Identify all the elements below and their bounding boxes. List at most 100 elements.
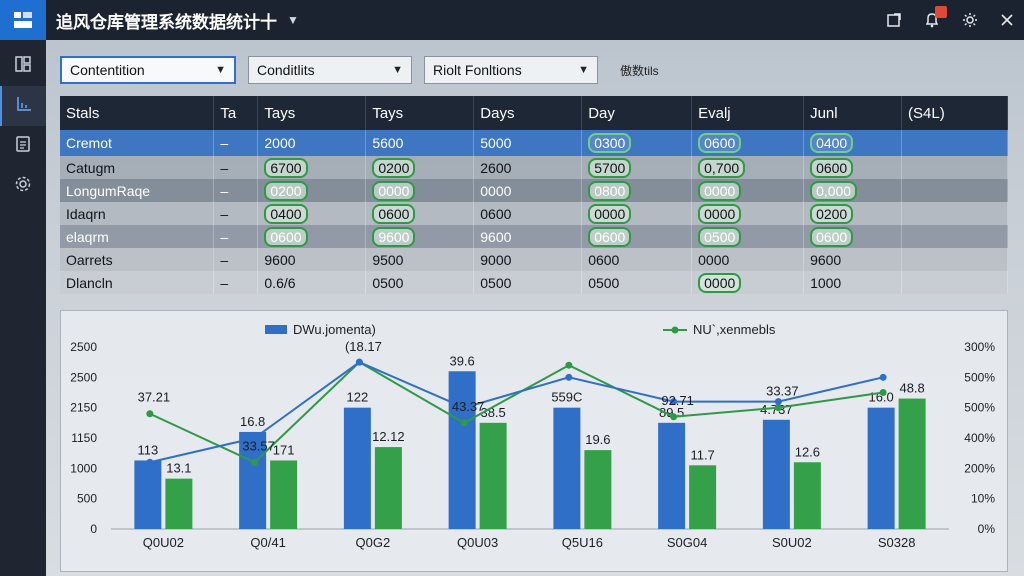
line-series-blue-point[interactable] [460,404,468,412]
table-cell: 0000 [691,179,805,202]
point-annotation: (18.17 [345,339,382,354]
settings-icon[interactable] [962,12,978,28]
legend-swatch-bar [265,325,287,334]
functions-dropdown[interactable]: Riolt Fonltions ▼ [424,56,598,84]
bar-blue[interactable] [343,407,371,529]
table-header[interactable]: Tays [257,96,367,130]
value-pill: 0500 [698,226,742,247]
main-content: Contentition ▼ Conditlits ▼ Riolt Fonlti… [46,40,1024,576]
toolbar-label: 傲数tils [620,63,659,78]
table-header[interactable]: Evalj [691,96,805,130]
sidebar-item-charts[interactable] [0,86,46,126]
line-series-blue-point[interactable] [670,398,678,406]
bar-blue[interactable] [553,407,581,529]
bar-blue[interactable] [762,419,790,529]
table-cell: 0000 [365,179,475,202]
table-row[interactable]: Dlancln –0.6/6 0500 0500 0500 0000 1000 [60,271,1008,294]
logo-icon[interactable] [0,0,46,40]
bar-value-label: 559C [551,390,582,405]
table-header[interactable]: Tays [365,96,475,130]
bar-value-label: 171 [273,442,295,457]
bar-green[interactable] [165,478,193,529]
table-cell [901,271,1008,294]
y-tick-label-left: 1150 [71,431,97,445]
chevron-down-icon[interactable]: ▼ [287,13,299,27]
sidebar-item-settings[interactable] [0,166,46,206]
table-row[interactable]: elaqrm –0600 9600 9600 0600 0500 0600 [60,225,1008,248]
table-header[interactable]: Junl [803,96,903,130]
y-tick-label-left: 2500 [70,340,97,354]
bar-blue[interactable] [867,407,895,529]
line-series-blue-point[interactable] [565,373,573,381]
legend-label-line: NU`,xenmebls [693,322,776,337]
table-cell: – [213,202,259,225]
table-cell: 0,000 [803,179,903,202]
bar-value-label: 48.8 [899,381,924,396]
table-cell: 0500 [691,225,805,248]
bar-green[interactable] [898,398,926,529]
line-series-blue-point[interactable] [774,398,782,406]
value-pill: 0400 [264,203,308,224]
line-series-blue-point[interactable] [146,458,154,466]
export-icon[interactable] [886,12,902,28]
sidebar-item-documents[interactable] [0,126,46,166]
chevron-down-icon: ▼ [392,64,403,76]
table-header[interactable]: (S4L) [901,96,1008,130]
table-row[interactable]: Cremot –2000 5600 5000 0300 0600 0400 [60,130,1008,156]
point-annotation: 33.37 [766,384,799,399]
table-cell: 0800 [581,179,693,202]
line-series-blue-point[interactable] [355,358,363,366]
bar-green[interactable] [584,450,612,529]
sidebar-item-dashboard[interactable] [0,46,46,86]
x-tick-label: Q0/41 [250,535,285,550]
line-series-green-point[interactable] [146,410,154,418]
bar-blue[interactable] [658,422,686,529]
line-series-blue-point[interactable] [251,434,259,442]
bar-blue[interactable] [239,431,267,529]
close-icon[interactable] [1000,13,1014,27]
line-series-green-point[interactable] [670,413,678,421]
table-row[interactable]: Idaqrn –0400 0600 0600 0000 0000 0200 [60,202,1008,225]
table-cell: 0300 [581,130,693,156]
table-header[interactable]: Days [473,96,583,130]
line-series-green-point[interactable] [565,361,573,369]
table-row[interactable]: LongumRaqe –0200 0000 0000 0800 0000 0,000 [60,179,1008,202]
table-row[interactable]: Oarrets –9600 9500 9000 0600 0000 9600 [60,248,1008,271]
table-cell: Catugm [60,156,215,179]
table-header[interactable]: Ta [213,96,259,130]
bar-value-label: 12.12 [372,429,405,444]
point-annotation: 37.21 [138,390,171,405]
bar-green[interactable] [793,462,821,529]
table-cell: 0600 [581,248,693,271]
bar-blue[interactable] [448,371,476,529]
conditions-dropdown[interactable]: Conditlits ▼ [248,56,412,84]
table-row[interactable]: Catugm –6700 0200 2600 5700 0,700 0600 [60,156,1008,179]
table-header[interactable]: Day [581,96,693,130]
bar-green[interactable] [689,465,717,529]
table-cell: 5000 [473,130,583,156]
table-cell: Idaqrn [60,202,215,225]
line-series-green-point[interactable] [251,458,259,466]
table-cell: 0600 [365,202,475,225]
table-cell: 0000 [473,179,583,202]
table-header[interactable]: Stals [60,96,215,130]
y-tick-label-right: 0% [978,522,996,536]
point-annotation: 33.57 [242,438,275,453]
table-cell: 0000 [691,271,805,294]
bell-icon[interactable] [924,6,947,28]
line-series-green-point[interactable] [460,419,468,427]
content-dropdown[interactable]: Contentition ▼ [60,56,236,84]
x-tick-label: Q0U03 [457,535,498,550]
line-series-green-point[interactable] [774,404,782,412]
chevron-down-icon: ▼ [215,64,226,76]
line-series-blue-point[interactable] [879,373,887,381]
line-series-green-point[interactable] [879,389,887,396]
bar-green[interactable] [479,422,507,529]
bar-value-label: 19.6 [585,432,610,447]
table-cell: 0500 [581,271,693,294]
bar-blue[interactable] [134,460,162,529]
bar-value-label: 16.8 [240,414,265,429]
bar-green[interactable] [374,447,402,529]
bar-green[interactable] [270,460,298,529]
bar-value-label: 38.5 [480,405,505,420]
